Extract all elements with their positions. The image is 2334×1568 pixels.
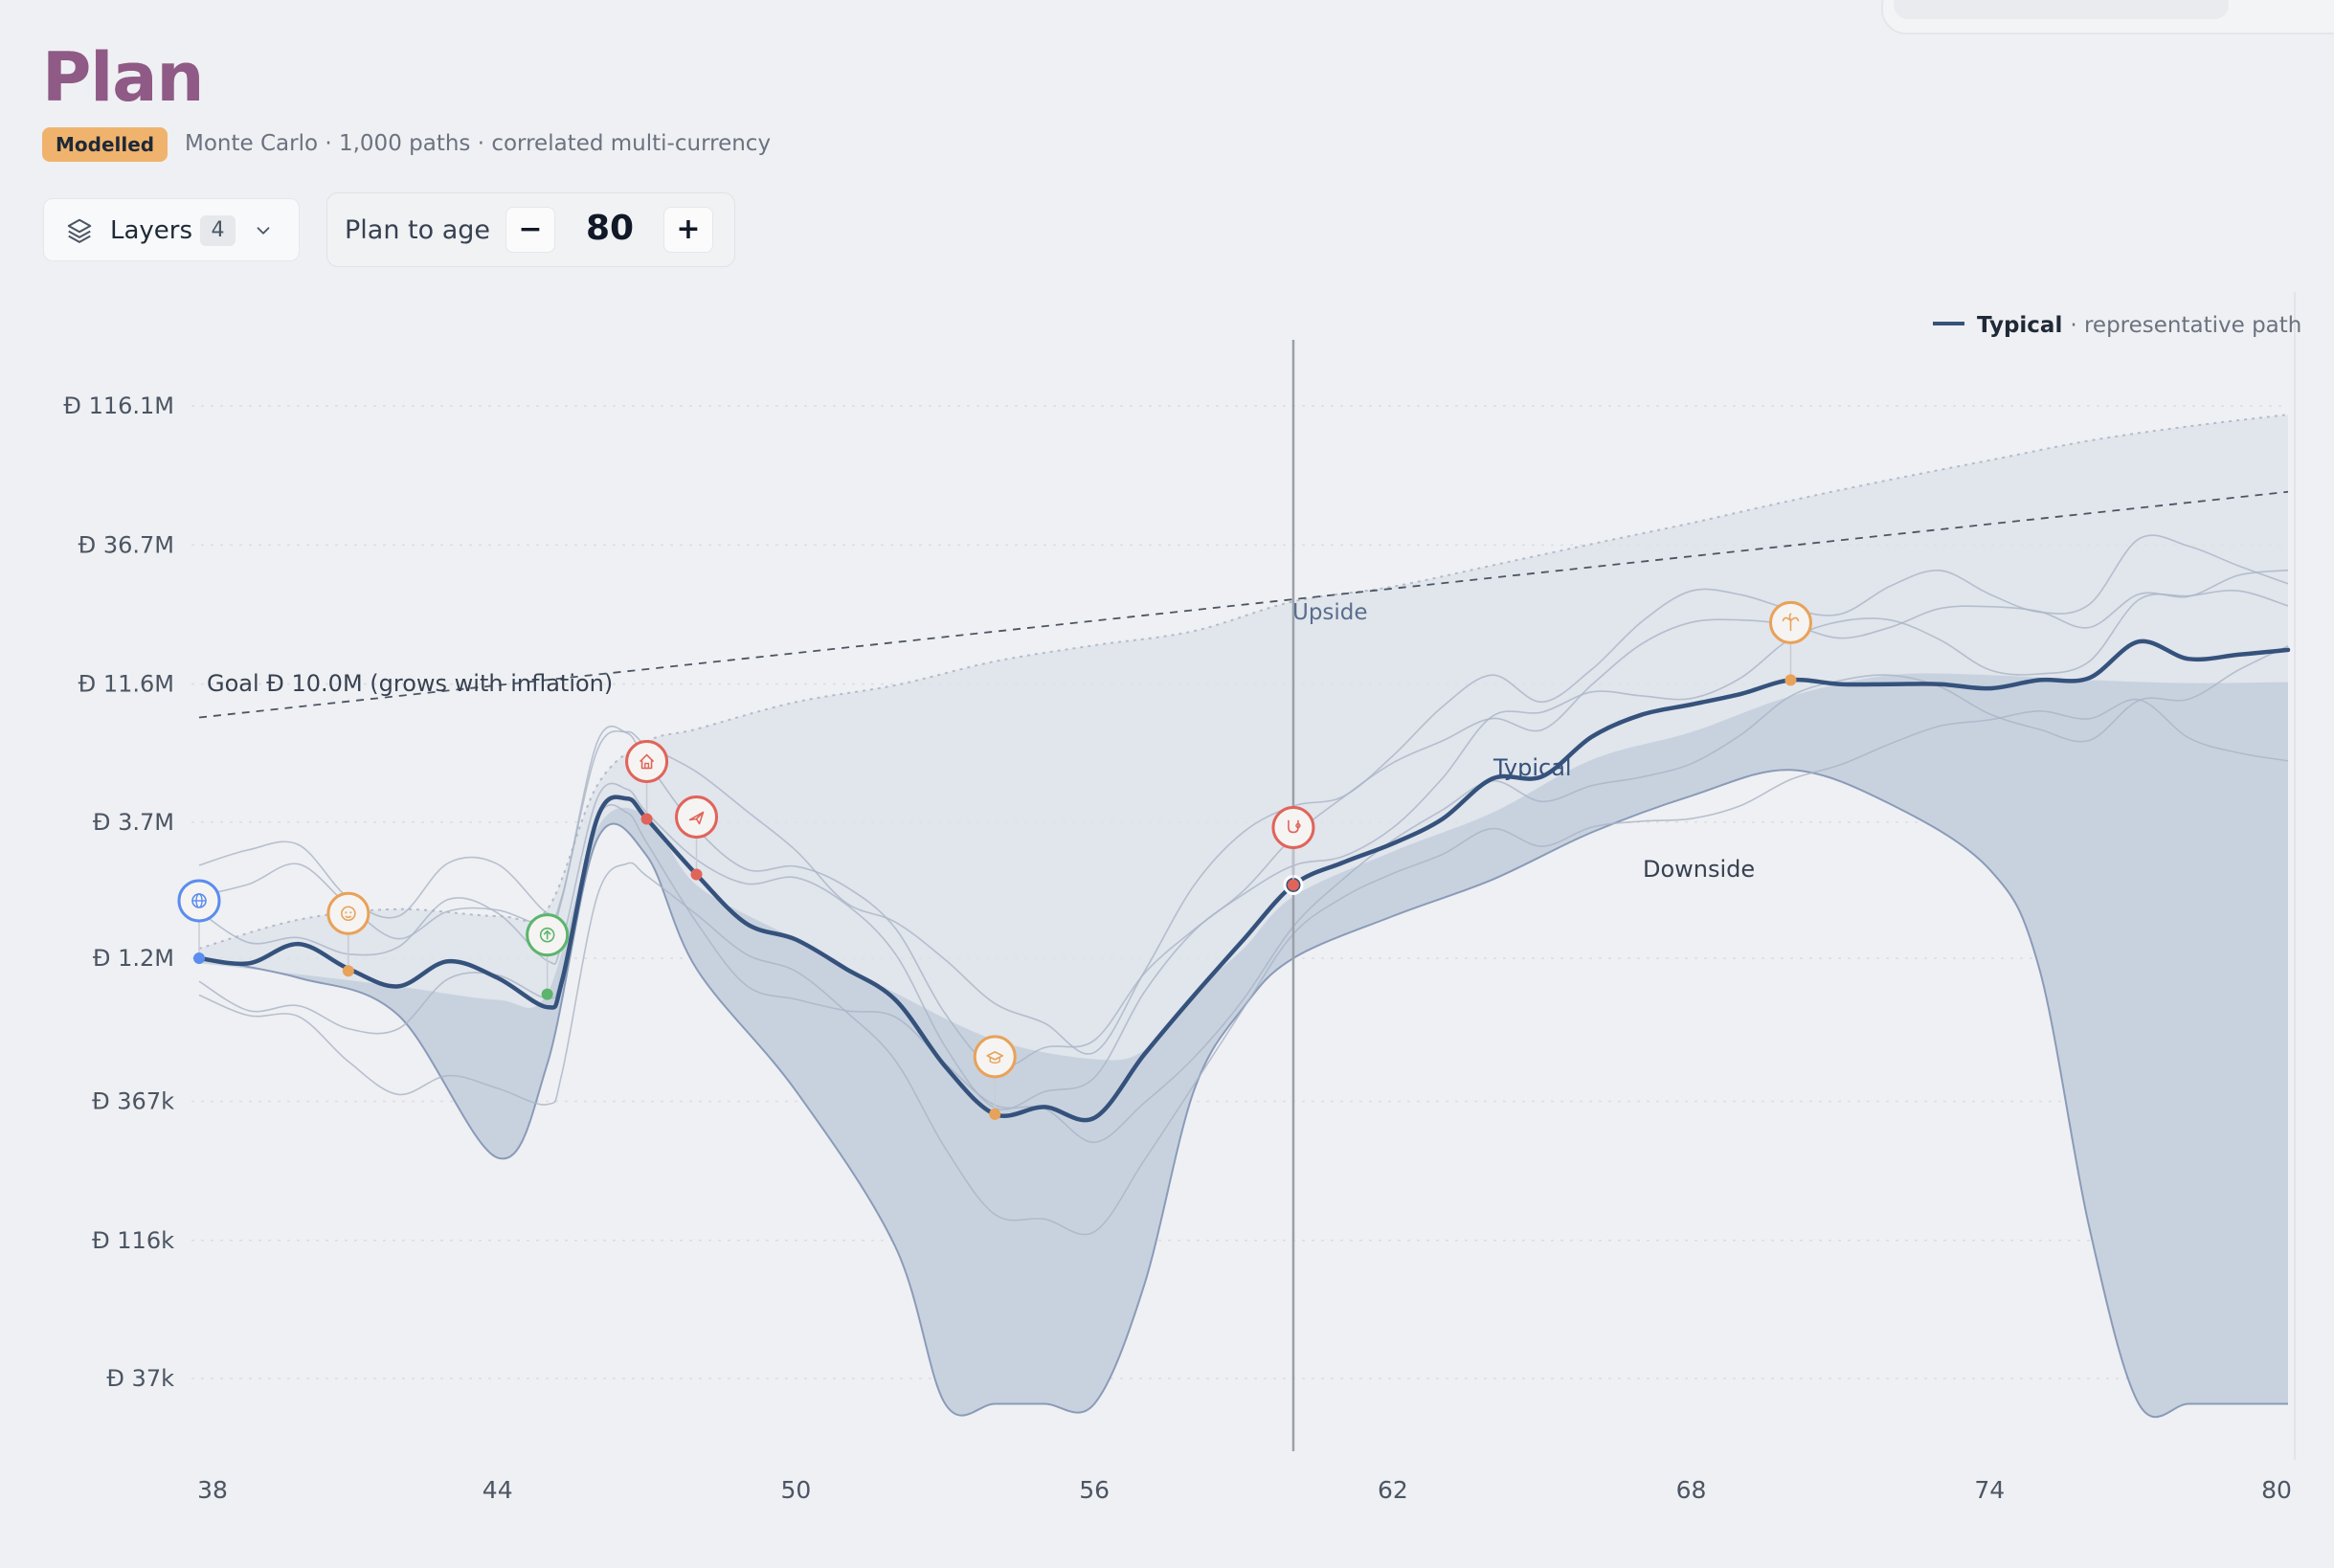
graduation-icon <box>986 1051 1004 1064</box>
sample-path <box>198 590 2289 1110</box>
y-tick-label: Đ 37k <box>106 1365 174 1392</box>
simulation-subtitle: Monte Carlo · 1,000 paths · correlated m… <box>185 131 772 156</box>
plane-icon <box>688 811 705 825</box>
globe-icon <box>191 893 207 908</box>
x-tick-label: 44 <box>483 1476 513 1504</box>
x-tick-label: 74 <box>1974 1476 2005 1504</box>
y-tick-label: Đ 11.6M <box>79 671 174 698</box>
top-search-field[interactable] <box>1894 0 2229 19</box>
y-tick-label: Đ 1.2M <box>93 945 174 972</box>
x-tick-label: 38 <box>197 1476 228 1504</box>
income-boost-event[interactable] <box>526 913 570 1000</box>
travel-event[interactable] <box>675 795 719 881</box>
typical-label: Typical <box>1492 754 1572 781</box>
plan-to-age-control: Plan to age − 80 + <box>326 192 735 267</box>
events-layer <box>177 600 1812 1120</box>
x-tick-label: 68 <box>1676 1476 1707 1504</box>
page-title: Plan <box>42 38 204 117</box>
band-layer <box>198 414 2289 1419</box>
health-event[interactable] <box>1271 805 1315 891</box>
outer-band <box>199 414 2288 1418</box>
x-tick-label: 80 <box>2261 1476 2292 1504</box>
retirement-event[interactable] <box>1768 600 1812 686</box>
layers-icon <box>67 218 92 243</box>
layers-label: Layers <box>110 216 193 245</box>
typical-path <box>196 638 2291 1123</box>
goal-layer: Goal Đ 10.0M (grows with inflation) <box>198 490 2289 719</box>
status-badge: Modelled <box>42 127 168 162</box>
x-tick-label: 50 <box>781 1476 812 1504</box>
chevron-down-icon <box>257 227 270 235</box>
y-tick-label: Đ 367k <box>92 1087 174 1114</box>
plan-to-age-value[interactable]: 80 <box>585 209 635 248</box>
upside-label: Upside <box>1292 600 1368 625</box>
y-tick-label: Đ 116k <box>92 1227 174 1254</box>
increase-age-button[interactable]: + <box>663 207 713 253</box>
house-icon <box>640 753 655 770</box>
goal-line <box>198 490 2289 719</box>
layers-count-badge: 4 <box>200 215 236 246</box>
goal-label: Goal Đ 10.0M (grows with inflation) <box>207 670 613 697</box>
legend-label: Typical · representative path <box>1977 313 2301 338</box>
education-event[interactable] <box>973 1035 1017 1120</box>
x-tick-label: 56 <box>1079 1476 1110 1504</box>
layers-dropdown-button[interactable]: Layers 4 <box>43 198 300 261</box>
arrow-up-icon <box>539 927 555 943</box>
y-tick-label: Đ 36.7M <box>79 531 174 558</box>
x-tick-label: 62 <box>1378 1476 1408 1504</box>
axis-layer: Đ 116.1M Đ 36.7M Đ 11.6M Đ 3.7M Đ 1.2M Đ 367k… <box>63 392 2292 1504</box>
decrease-age-button[interactable]: − <box>505 207 555 253</box>
y-tick-label: Đ 3.7M <box>93 809 174 836</box>
downside-edge <box>198 769 2288 1419</box>
downside-label: Downside <box>1643 856 1755 883</box>
inner-band <box>199 673 2288 1418</box>
palm-icon <box>1782 613 1800 632</box>
relocation-event[interactable] <box>177 879 221 964</box>
sample-path <box>198 698 2289 1236</box>
sample-path <box>198 645 2289 1144</box>
legend: Typical · representative path <box>1933 313 2301 338</box>
stethoscope-icon <box>1288 819 1301 834</box>
baby-icon <box>341 906 356 922</box>
child-event[interactable] <box>326 891 370 977</box>
y-tick-label: Đ 116.1M <box>63 392 174 419</box>
labels-layer: Upside Typical Downside <box>1292 600 1755 883</box>
plan-to-age-label: Plan to age <box>345 215 491 245</box>
home-event[interactable] <box>625 740 669 825</box>
